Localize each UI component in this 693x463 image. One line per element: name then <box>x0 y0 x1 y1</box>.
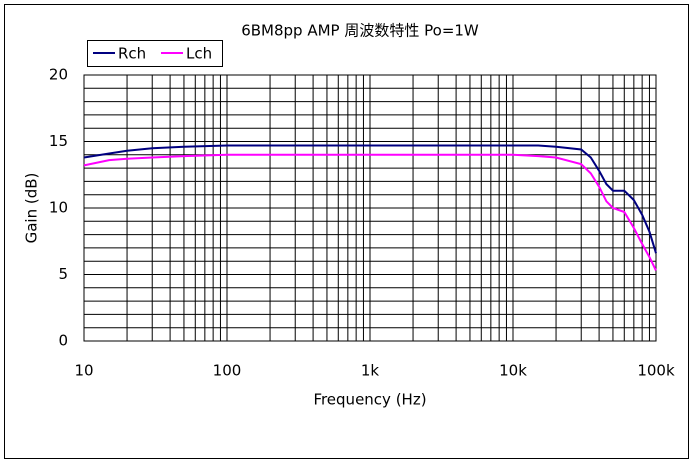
plot-border <box>83 74 657 342</box>
y-tick-label: 20 <box>49 66 68 84</box>
y-tick-label: 0 <box>58 332 68 350</box>
plot <box>83 144 657 271</box>
x-axis-label: Frequency (Hz) <box>313 391 426 409</box>
legend: Rch Lch <box>87 40 223 67</box>
series-line <box>83 144 657 254</box>
x-tick-label: 10k <box>499 362 527 380</box>
y-tick-label: 10 <box>49 199 68 217</box>
chart-frame <box>4 4 689 459</box>
x-tick-label: 100k <box>637 362 675 380</box>
legend-label: Rch <box>118 45 146 63</box>
legend-label: Lch <box>186 45 212 63</box>
series-line <box>83 153 657 271</box>
y-axis-label: Gain (dB) <box>23 173 41 244</box>
y-tick-label: 15 <box>49 132 68 150</box>
x-tick-label: 1k <box>361 362 380 380</box>
grid <box>83 74 657 342</box>
x-tick-label: 10 <box>74 362 93 380</box>
x-tick-label: 100 <box>213 362 242 380</box>
y-tick-label: 5 <box>58 265 68 283</box>
chart-title: 6BM8pp AMP 周波数特性 Po=1W <box>241 22 479 40</box>
